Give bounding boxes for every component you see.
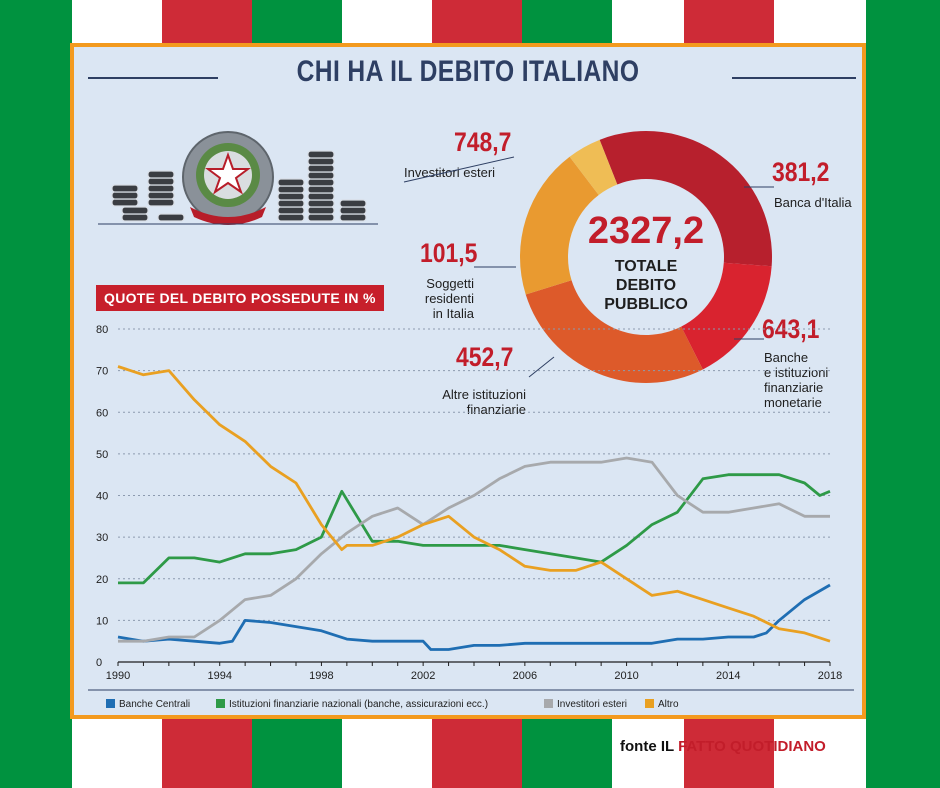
x-tick-label: 2002 <box>411 670 435 682</box>
coin-stacks-left <box>111 170 185 222</box>
legend-swatch <box>645 699 654 708</box>
source-highlight: FATTO QUOTIDIANO <box>678 738 826 755</box>
y-tick-label: 20 <box>96 574 108 586</box>
callout-label-banca-italia: Banca d'Italia <box>774 195 852 210</box>
flag-stripe-green-left <box>0 0 72 788</box>
source-prefix: fonte IL <box>620 738 679 755</box>
x-tick-label: 1998 <box>309 670 333 682</box>
donut-hole <box>569 180 723 334</box>
callout-label-altre-line-1: Altre istituzioni <box>442 387 526 402</box>
title-rule-right <box>732 77 856 79</box>
callout-value-banca-italia: 381,2 <box>772 157 830 187</box>
y-tick-label: 70 <box>96 366 108 378</box>
series-line <box>118 473 831 585</box>
donut-total-label-line-1: TOTALE <box>614 258 678 275</box>
page-title: CHI HA IL DEBITO ITALIANO <box>296 55 640 88</box>
legend-swatch <box>106 699 115 708</box>
leader-altre <box>528 356 555 378</box>
leader-investitori <box>403 156 515 183</box>
callout-value-altre-istituzioni: 452,7 <box>456 342 514 372</box>
x-tick-label: 2014 <box>716 670 740 682</box>
x-tick-label: 1990 <box>106 670 130 682</box>
donut-segment <box>525 280 703 383</box>
x-tick-label: 2006 <box>513 670 537 682</box>
donut-total-label: TOTALE DEBITO PUBBLICO <box>571 257 721 314</box>
y-tick-label: 50 <box>96 449 108 461</box>
callout-label-soggetti-line-2: residenti <box>424 291 474 306</box>
legend-swatch <box>216 699 225 708</box>
callout-label-soggetti-line-3: in Italia <box>432 306 474 321</box>
x-tick-label: 2010 <box>614 670 638 682</box>
callout-label-banche-line-4: monetarie <box>764 395 822 410</box>
callout-label-banche-line-3: finanziarie <box>764 380 824 395</box>
series-line <box>118 456 830 643</box>
coin-stacks-right <box>277 150 367 222</box>
y-tick-label: 80 <box>96 324 108 336</box>
donut-total-value: 2327,2 <box>587 210 705 252</box>
y-tick-label: 0 <box>96 657 102 669</box>
donut-segment <box>520 156 599 295</box>
callout-leader-lines <box>403 156 774 378</box>
callout-label-altre-line-2: finanziarie <box>466 402 526 417</box>
callout-label-altre-istituzioni: Altre istituzioni finanziarie <box>424 387 526 417</box>
y-tick-label: 40 <box>96 491 108 503</box>
infographic-frame: CHI HA IL DEBITO ITALIANO 2327,2 TOTALE … <box>70 43 866 719</box>
donut-segment <box>569 139 618 195</box>
callout-label-banche-line-2: e istituzioni <box>764 365 829 380</box>
donut-total-label-line-3: PUBBLICO <box>604 296 688 313</box>
donut-total-label-line-2: DEBITO <box>615 277 677 294</box>
legend-label: Altro <box>658 699 679 710</box>
chart-title: QUOTE DEL DEBITO POSSEDUTE IN % <box>96 285 384 311</box>
callout-label-investitori-esteri: Investitori esteri <box>404 165 496 180</box>
x-tick-label: 1994 <box>207 670 231 682</box>
title-rule-left <box>88 77 218 79</box>
legend-label: Istituzioni finanziarie nazionali (banch… <box>229 699 488 710</box>
legend-label: Investitori esteri <box>557 699 627 710</box>
y-tick-label: 60 <box>96 407 108 419</box>
emblem-icon <box>182 131 274 225</box>
series-line <box>117 365 831 643</box>
callout-label-banche-line-1: Banche <box>764 350 809 365</box>
callout-value-investitori-esteri: 748,7 <box>454 127 512 157</box>
line-chart: 0 10 20 30 40 50 60 70 80 1990 1994 1998 2002 2006 201… <box>88 324 854 710</box>
y-tick-label: 10 <box>96 615 108 627</box>
callout-label-soggetti-line-1: Soggetti <box>426 276 474 291</box>
flag-stripe-green-right <box>866 0 940 788</box>
callout-value-soggetti-residenti: 101,5 <box>420 238 478 268</box>
donut-segment <box>599 131 772 267</box>
donut-segment <box>681 262 772 370</box>
callout-label-banche: Banche e istituzioni finanziarie monetar… <box>764 350 828 410</box>
series-line <box>117 583 831 651</box>
donut-chart <box>520 131 772 383</box>
y-tick-label: 30 <box>96 532 108 544</box>
x-tick-label: 2018 <box>818 670 842 682</box>
source-credit: fonte IL FATTO QUOTIDIANO <box>620 738 826 755</box>
callout-label-soggetti-residenti: Soggetti residenti in Italia <box>394 276 474 321</box>
legend-label: Banche Centrali <box>119 699 190 710</box>
legend-swatch <box>544 699 553 708</box>
coins-emblem-illustration <box>98 131 378 225</box>
